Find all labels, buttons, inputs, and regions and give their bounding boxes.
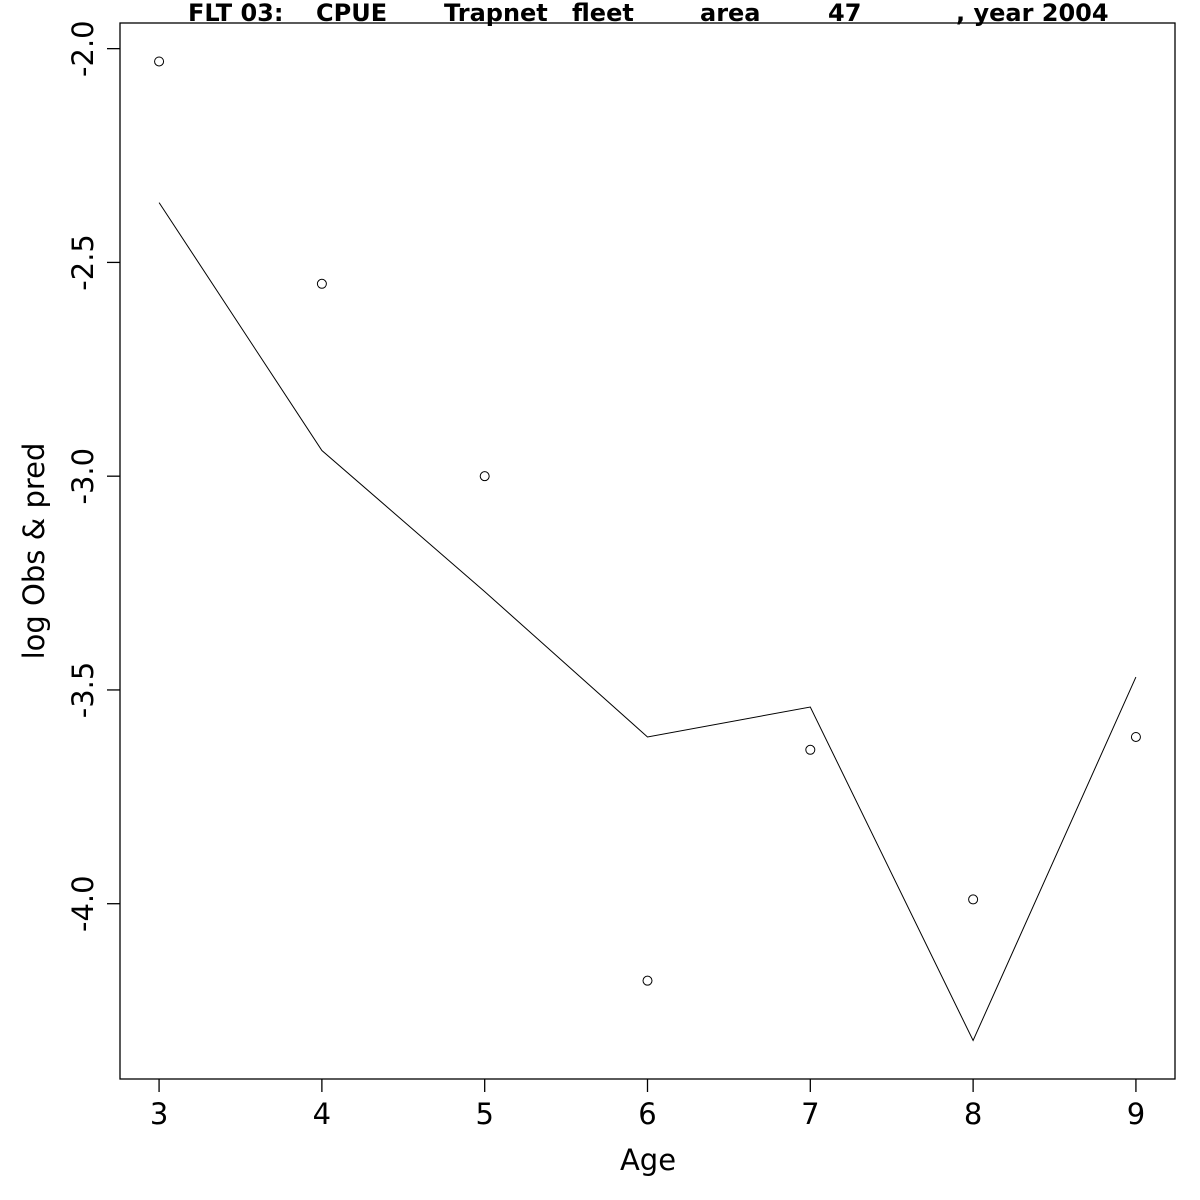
x-tick-label: 3 xyxy=(150,1097,168,1131)
title-part-area: area xyxy=(700,0,761,27)
title-part-flt: FLT 03: xyxy=(188,0,283,27)
y-tick-label: -4.0 xyxy=(66,875,100,932)
y-tick-label: -3.0 xyxy=(66,448,100,505)
x-tick-label: 9 xyxy=(1127,1097,1145,1131)
observed-point xyxy=(316,278,327,289)
x-tick-label: 6 xyxy=(638,1097,656,1131)
title-part-fleet: fleet xyxy=(572,0,634,27)
observed-point xyxy=(1130,731,1141,742)
observed-point xyxy=(805,744,816,755)
title-part-year: , year 2004 xyxy=(956,0,1109,27)
y-tick-label: -2.0 xyxy=(66,20,100,77)
x-tick-label: 4 xyxy=(313,1097,331,1131)
series-layer xyxy=(154,56,1141,1042)
y-axis-label: log Obs & pred xyxy=(17,443,51,660)
x-axis: 3 4 5 6 7 8 9 xyxy=(150,1079,1145,1131)
title-part-area-number: 47 xyxy=(828,0,861,27)
x-tick-label: 8 xyxy=(964,1097,982,1131)
title-part-trapnet: Trapnet xyxy=(444,0,548,27)
y-axis: -2.0 -2.5 -3.0 -3.5 -4.0 xyxy=(66,20,120,932)
plot-frame xyxy=(119,22,1176,1080)
x-axis-label: Age xyxy=(620,1143,676,1177)
observed-point xyxy=(968,894,979,905)
x-tick-label: 5 xyxy=(475,1097,493,1131)
chart-title: FLT 03: CPUE Trapnet fleet area 47 , yea… xyxy=(188,0,1109,27)
observed-point xyxy=(642,975,653,986)
observed-point xyxy=(154,56,165,67)
predicted-line xyxy=(158,202,1137,1042)
title-part-cpue: CPUE xyxy=(316,0,387,27)
y-tick-label: -2.5 xyxy=(66,234,100,291)
observed-point xyxy=(479,471,490,482)
y-tick-label: -3.5 xyxy=(66,662,100,719)
x-tick-label: 7 xyxy=(801,1097,819,1131)
